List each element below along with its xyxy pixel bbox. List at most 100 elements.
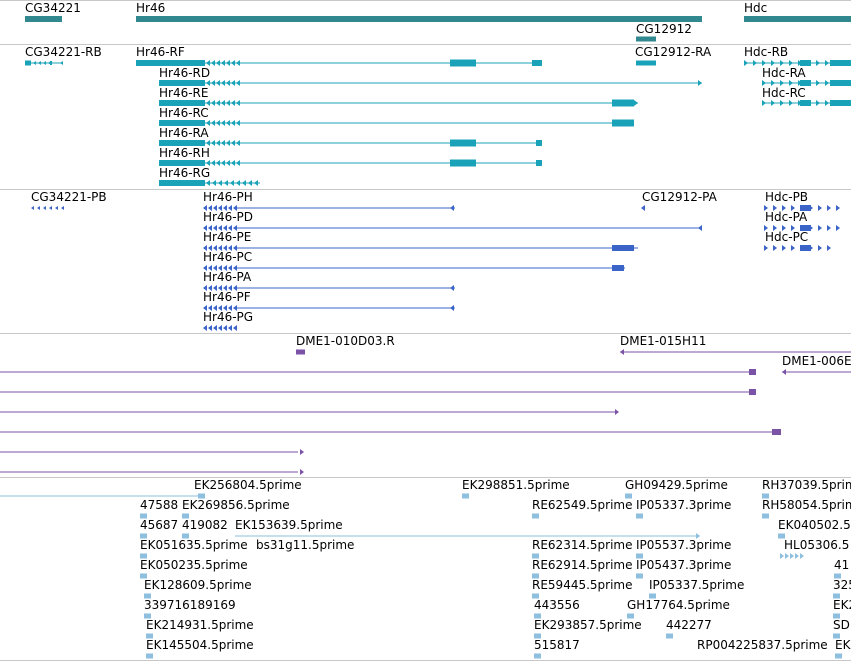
est-label[interactable]: IP05537.3prime — [636, 538, 732, 552]
est-label[interactable]: EK145504.5prime — [146, 638, 254, 652]
est-label[interactable]: IP05337.5prime — [649, 578, 745, 592]
refseq-label[interactable]: CG12912-PA — [642, 190, 717, 204]
clone-label[interactable]: DME1-015H11 — [620, 334, 707, 348]
est-label[interactable]: 419082 — [182, 518, 228, 532]
est-label[interactable]: EK040502.5 — [778, 518, 851, 532]
strand-arrow — [211, 120, 215, 126]
strand-arrow — [236, 160, 240, 166]
transcript-label[interactable]: Hr46-RC — [159, 106, 209, 120]
est-label[interactable]: EK269856.5prime — [182, 498, 290, 512]
est-label[interactable]: EK051635.5prime — [140, 538, 248, 552]
strand-arrow — [231, 80, 235, 86]
est-label[interactable]: EK2 — [833, 598, 851, 612]
strand-arrow — [231, 60, 235, 66]
strand-arrow — [773, 245, 777, 251]
est-label[interactable]: 443556 — [534, 598, 580, 612]
est-bar — [532, 593, 539, 599]
strand-arrow — [216, 80, 220, 86]
transcript-label[interactable]: Hr46-RG — [159, 166, 211, 180]
est-label[interactable]: RP004225837.5prime — [697, 638, 828, 652]
transcript-label[interactable]: CG34221-RB — [25, 45, 102, 59]
refseq-label[interactable]: Hr46-PH — [203, 190, 253, 204]
gene-label-hr46[interactable]: Hr46 — [136, 1, 166, 15]
transcript-label[interactable]: Hr46-RF — [136, 45, 185, 59]
strand-arrow — [762, 60, 766, 66]
est-label[interactable]: EK214931.5prime — [146, 618, 254, 632]
gene-label-cg34221[interactable]: CG34221 — [25, 1, 81, 15]
strand-arrow — [762, 80, 766, 86]
transcript-label[interactable]: Hdc-RC — [762, 86, 806, 100]
est-label[interactable]: RE62314.5prime — [532, 538, 633, 552]
exon-block — [636, 60, 656, 66]
transcript-label[interactable]: Hdc-RA — [762, 66, 806, 80]
est-label[interactable]: SD — [833, 618, 850, 632]
refseq-label[interactable]: Hr46-PD — [203, 210, 254, 224]
clone-bar — [772, 429, 781, 435]
refseq-label[interactable]: Hdc-PB — [765, 190, 809, 204]
est-label[interactable]: EK298851.5prime — [462, 478, 570, 492]
est-label[interactable]: EK256804.5prime — [194, 478, 302, 492]
est-label[interactable]: RH37039.5prime — [762, 478, 851, 492]
strand-arrow — [825, 100, 829, 106]
transcript-label[interactable]: Hr46-RA — [159, 126, 209, 140]
refseq-label[interactable]: Hr46-PE — [203, 230, 252, 244]
transcript-label[interactable]: Hdc-RB — [744, 45, 789, 59]
strand-arrow — [634, 100, 638, 106]
est-label[interactable]: HL05306.5 — [784, 538, 850, 552]
exon-block — [612, 265, 624, 271]
est-label[interactable]: 325 — [833, 578, 851, 592]
exon-block — [450, 159, 476, 167]
refseq-label[interactable]: CG34221-PB — [31, 190, 107, 204]
strand-arrow — [206, 100, 210, 106]
est-label[interactable]: EK293857.5prime — [534, 618, 642, 632]
est-bar — [182, 513, 189, 519]
gene-label-cg12912[interactable]: CG12912 — [636, 22, 692, 36]
est-label[interactable]: EK153639.5prime — [235, 518, 343, 532]
est-label[interactable]: RE62914.5prime — [532, 558, 633, 572]
exon-block — [830, 100, 851, 106]
clone-label[interactable]: DME1-006E — [782, 354, 851, 368]
refseq-label[interactable]: Hr46-PG — [203, 310, 254, 324]
strand-arrow — [216, 120, 220, 126]
strand-arrow — [31, 206, 34, 210]
refseq-label[interactable]: Hdc-PA — [765, 210, 808, 224]
strand-arrow — [233, 225, 237, 231]
gene-label-hdc[interactable]: Hdc — [744, 1, 768, 15]
strand-arrow — [836, 205, 840, 211]
est-label[interactable]: EK128609.5prime — [144, 578, 252, 592]
est-bar — [778, 533, 785, 539]
transcript-label[interactable]: Hr46-RD — [159, 66, 211, 80]
est-label[interactable]: EK050235.5prime — [140, 558, 248, 572]
transcript-label[interactable]: Hr46-RE — [159, 86, 209, 100]
est-label[interactable]: 515817 — [534, 638, 580, 652]
strand-arrow — [218, 265, 222, 271]
refseq-label[interactable]: Hr46-PF — [203, 290, 251, 304]
est-bar — [146, 653, 153, 659]
est-label[interactable]: 339716189169 — [144, 598, 236, 612]
clone-label[interactable]: DME1-010D03.R — [296, 334, 395, 348]
est-label[interactable]: 41 — [834, 558, 850, 572]
exon-block — [532, 60, 542, 66]
est-label[interactable]: 442277 — [666, 618, 712, 632]
transcript-label[interactable]: Hr46-RH — [159, 146, 210, 160]
est-label[interactable]: GH09429.5prime — [625, 478, 728, 492]
strand-arrow — [771, 100, 775, 106]
transcript-label[interactable]: CG12912-RA — [635, 45, 712, 59]
est-label[interactable]: GH17764.5prime — [627, 598, 730, 612]
est-label[interactable]: RE59445.5prime — [532, 578, 633, 592]
refseq-label[interactable]: Hr46-PA — [203, 270, 252, 284]
strand-arrow — [698, 225, 702, 231]
est-label[interactable]: IP05437.3prime — [636, 558, 732, 572]
est-label[interactable]: 45687 — [140, 518, 179, 532]
est-label[interactable]: EK — [835, 638, 851, 652]
est-label[interactable]: 47588 — [140, 498, 179, 512]
est-label[interactable]: IP05337.3prime — [636, 498, 732, 512]
refseq-label[interactable]: Hdc-PC — [765, 230, 809, 244]
est-label[interactable]: bs31g11.5prime — [256, 538, 355, 552]
refseq-label[interactable]: Hr46-PC — [203, 250, 253, 264]
est-label[interactable]: RH58054.5prime — [762, 498, 851, 512]
strand-arrow — [641, 205, 645, 211]
strand-arrow — [223, 205, 227, 211]
est-label[interactable]: RE62549.5prime — [532, 498, 633, 512]
